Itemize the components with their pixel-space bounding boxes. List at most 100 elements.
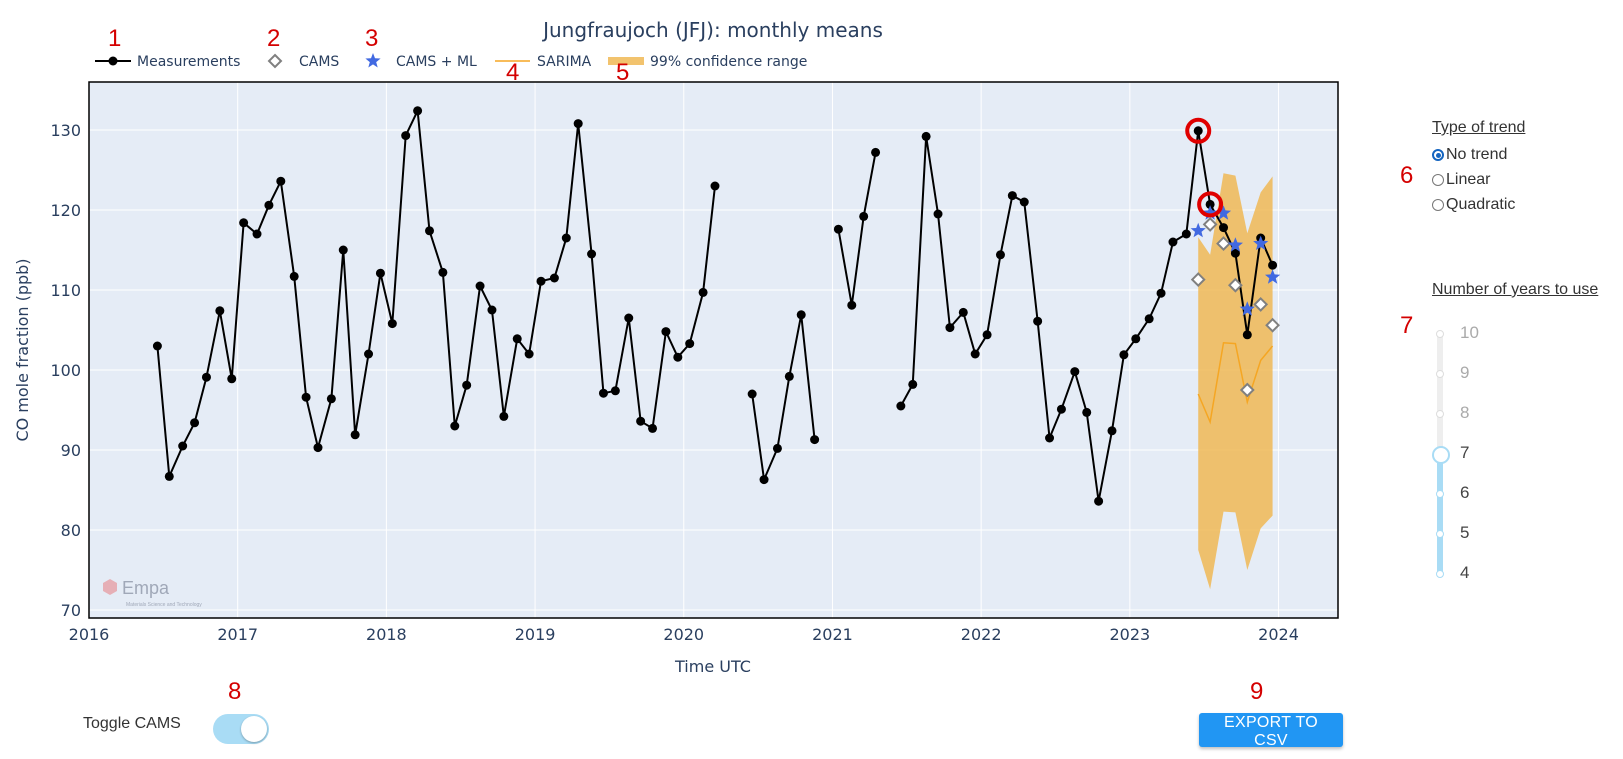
radio-selected-icon[interactable] <box>1432 149 1444 161</box>
x-tick-label: 2020 <box>663 625 704 644</box>
measurement-point <box>598 388 608 398</box>
measurement-point <box>1230 248 1240 258</box>
trend-option-label: No trend <box>1446 146 1508 163</box>
measurement-point <box>450 421 460 431</box>
measurement-point <box>313 443 323 453</box>
measurement-point <box>375 268 385 278</box>
measurement-point <box>301 392 311 402</box>
legend-cams-marker <box>267 53 283 69</box>
cams-point <box>1239 382 1255 398</box>
toggle-cams-switch[interactable] <box>213 714 269 744</box>
radio-icon[interactable] <box>1432 174 1444 186</box>
measurement-point <box>561 233 571 243</box>
measurements-line <box>751 314 816 484</box>
x-tick-label: 2018 <box>366 625 407 644</box>
measurement-point <box>499 411 509 421</box>
watermark-subtext: Materials Science and Technology <box>126 602 202 608</box>
measurement-point <box>1119 350 1129 360</box>
measurement-point <box>982 330 992 340</box>
measurement-point <box>587 249 597 259</box>
measurement-point <box>1193 126 1203 136</box>
measurement-point <box>995 250 1005 260</box>
highlight-circle <box>1185 117 1212 144</box>
slider-mark-label: 6 <box>1460 483 1470 502</box>
y-tick-label: 70 <box>61 601 81 620</box>
slider-mark[interactable] <box>1436 330 1444 338</box>
measurement-point <box>847 300 857 310</box>
y-tick-label: 80 <box>61 521 81 540</box>
legend-confidence-label: 99% confidence range <box>650 54 807 70</box>
measurement-point <box>152 341 162 351</box>
toggle-knob[interactable] <box>241 716 267 742</box>
measurement-point <box>475 281 485 291</box>
measurement-point <box>1007 191 1017 201</box>
x-tick-label: 2017 <box>217 625 258 644</box>
measurement-point <box>896 401 906 411</box>
measurements-line <box>837 152 877 306</box>
x-tick-label: 2021 <box>812 625 853 644</box>
trend-option-label: Quadratic <box>1446 196 1516 213</box>
measurement-point <box>921 131 931 141</box>
toggle-cams-label: Toggle CAMS <box>83 715 181 732</box>
measurement-point <box>871 147 881 157</box>
measurement-point <box>462 380 472 390</box>
annotation-3: 3 <box>365 25 379 52</box>
years-panel-title: Number of years to use <box>1432 281 1599 298</box>
chart-title: Jungfraujoch (JFJ): monthly means <box>541 18 883 42</box>
slider-mark[interactable] <box>1436 370 1444 378</box>
measurement-point <box>264 200 274 210</box>
measurement-point <box>810 435 820 445</box>
measurement-point <box>1019 197 1029 207</box>
measurement-point <box>512 334 522 344</box>
measurement-point <box>772 443 782 453</box>
annotation-9: 9 <box>1250 678 1264 705</box>
trend-option-linear[interactable]: Linear <box>1432 171 1490 189</box>
measurement-point <box>1033 316 1043 326</box>
slider-mark[interactable] <box>1436 570 1444 578</box>
measurement-point <box>1144 314 1154 324</box>
measurement-point <box>1181 229 1191 239</box>
legend-measurements-marker <box>108 56 118 66</box>
slider-mark[interactable] <box>1436 490 1444 498</box>
slider-active-track[interactable] <box>1437 454 1443 574</box>
measurement-point <box>201 372 211 382</box>
slider-mark[interactable] <box>1436 410 1444 418</box>
cams-ml-point <box>1227 237 1243 252</box>
measurement-point <box>759 475 769 485</box>
measurement-point <box>425 226 435 236</box>
trend-option-no-trend[interactable]: No trend <box>1432 146 1507 164</box>
annotation-4: 4 <box>506 59 520 86</box>
slider-mark-label: 5 <box>1460 523 1470 542</box>
measurement-point <box>698 287 708 297</box>
plot-frame <box>88 81 1339 619</box>
slider-mark[interactable] <box>1436 530 1444 538</box>
export-csv-button[interactable]: EXPORT TO CSV <box>1199 713 1343 749</box>
cams-ml-point <box>1215 205 1232 220</box>
measurement-point <box>252 229 262 239</box>
slider-mark-label: 7 <box>1460 443 1470 462</box>
x-tick-label: 2019 <box>515 625 556 644</box>
measurement-point <box>276 176 286 186</box>
measurement-point <box>164 471 174 481</box>
measurement-point <box>1107 426 1117 436</box>
measurement-point <box>1168 237 1178 247</box>
annotation-7: 7 <box>1400 312 1414 339</box>
annotation-6: 6 <box>1400 162 1414 189</box>
measurement-point <box>1242 330 1252 340</box>
cams-point <box>1253 296 1269 312</box>
x-tick-label: 2022 <box>961 625 1002 644</box>
cams-point <box>1190 272 1206 288</box>
empa-logo-icon <box>103 579 117 595</box>
measurement-point <box>413 106 423 116</box>
radio-icon[interactable] <box>1432 199 1444 211</box>
measurement-point <box>438 267 448 277</box>
measurement-point <box>239 218 249 228</box>
annotation-8: 8 <box>228 678 242 705</box>
sarima-line <box>1197 342 1274 425</box>
trend-option-quadratic[interactable]: Quadratic <box>1432 196 1515 214</box>
measurement-point <box>1205 199 1215 209</box>
cams-ml-point <box>1265 269 1281 284</box>
measurement-point <box>190 418 200 428</box>
measurement-point <box>1131 334 1141 344</box>
slider-thumb[interactable] <box>1432 446 1450 464</box>
